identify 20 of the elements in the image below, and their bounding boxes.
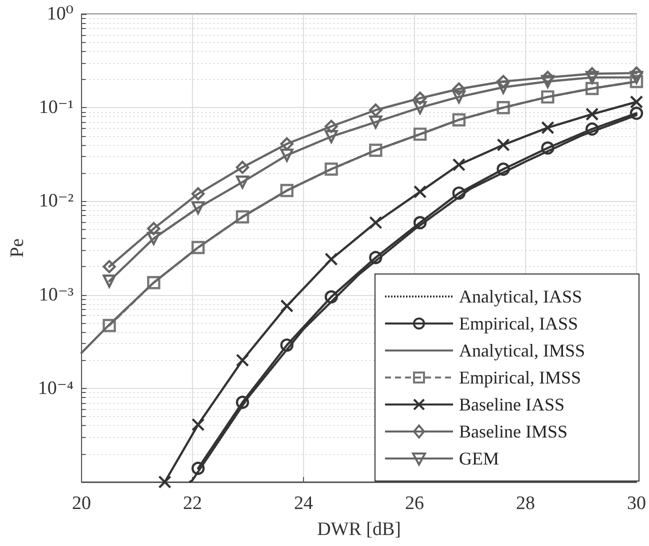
x-tick-label: 30	[627, 493, 646, 514]
legend-label: Empirical, IMSS	[459, 368, 581, 388]
y-tick-label: 10⁻²	[38, 190, 74, 212]
y-tick-label: 10⁻⁴	[38, 378, 74, 399]
legend-label: Analytical, IMSS	[459, 340, 585, 360]
legend-label: Baseline IMSS	[459, 422, 568, 442]
x-tick-label: 20	[72, 493, 92, 514]
legend-label: Analytical, IASS	[459, 286, 582, 306]
legend-label: GEM	[459, 448, 499, 468]
x-axis-title: DWR [dB]	[317, 519, 401, 540]
y-tick-label: 10⁻¹	[38, 97, 74, 118]
legend-label: Empirical, IASS	[459, 314, 578, 334]
x-tick-label: 26	[405, 493, 424, 514]
legend-label: Baseline IASS	[459, 394, 564, 414]
x-tick-label: 22	[183, 493, 202, 514]
x-tick-label: 24	[294, 493, 314, 514]
y-tick-label: 10⁻³	[38, 284, 74, 306]
y-tick-label: 10⁰	[46, 4, 74, 24]
x-tick-label: 28	[516, 493, 536, 514]
y-axis-title: Pe	[7, 238, 28, 258]
